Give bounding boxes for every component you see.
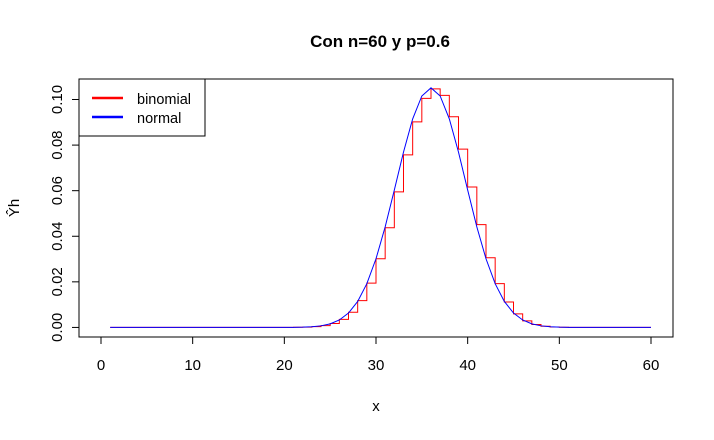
- y-tick-label: 0.08: [49, 130, 66, 159]
- y-tick-label: 0.04: [49, 222, 66, 251]
- series-normal-line: [110, 87, 651, 328]
- y-tick-label: 0.06: [49, 176, 66, 205]
- y-tick-label: 0.02: [49, 267, 66, 296]
- x-tick-label: 0: [97, 357, 105, 374]
- x-tick-label: 10: [184, 357, 201, 374]
- x-tick-label: 20: [276, 357, 293, 374]
- x-tick-label: 50: [551, 357, 568, 374]
- x-tick-label: 40: [459, 357, 476, 374]
- chart-title: Con n=60 y p=0.6: [310, 32, 450, 51]
- legend-box: [78, 78, 206, 137]
- x-axis: 0 10 20 30 40 50 60: [97, 336, 660, 374]
- y-tick-label: 0.00: [49, 313, 66, 342]
- series-layer: [110, 87, 651, 328]
- x-axis-label: x: [372, 398, 380, 415]
- y-axis: 0.00 0.02 0.04 0.06 0.08 0.10: [49, 85, 80, 342]
- y-tick-label: 0.10: [49, 85, 66, 114]
- legend-normal-label: normal: [137, 111, 181, 127]
- y-axis-label: Ŷh: [6, 199, 23, 217]
- legend-binomial-label: binomial: [137, 92, 191, 108]
- legend: binomial normal: [78, 78, 206, 137]
- x-tick-label: 30: [368, 357, 385, 374]
- x-tick-label: 60: [643, 357, 660, 374]
